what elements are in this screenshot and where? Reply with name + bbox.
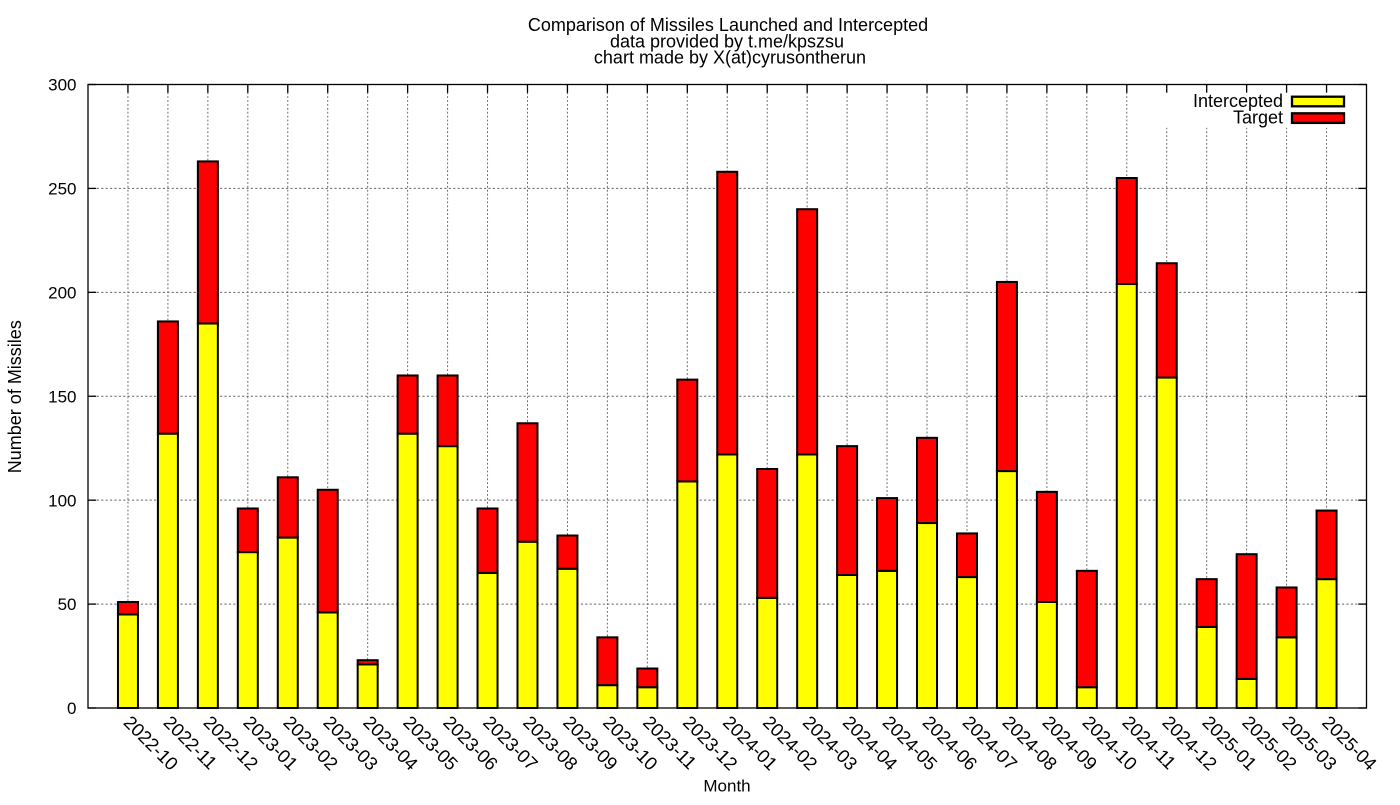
svg-text:300: 300 (48, 76, 76, 95)
svg-text:Target: Target (1233, 108, 1283, 128)
svg-text:Intercepted: Intercepted (1193, 91, 1283, 111)
svg-text:250: 250 (48, 180, 76, 199)
svg-text:100: 100 (48, 491, 76, 510)
svg-text:Number of Missiles: Number of Missiles (5, 320, 25, 473)
svg-text:200: 200 (48, 283, 76, 302)
svg-text:Month: Month (703, 777, 750, 796)
svg-text:data provided by t.me/kpszsu: data provided by t.me/kpszsu (610, 31, 844, 51)
svg-text:0: 0 (67, 699, 76, 718)
svg-text:chart made by X(at)cyrusonther: chart made by X(at)cyrusontherun (594, 48, 866, 68)
svg-text:150: 150 (48, 387, 76, 406)
svg-text:50: 50 (58, 595, 77, 614)
svg-text:Comparison of Missiles Launche: Comparison of Missiles Launched and Inte… (528, 15, 928, 35)
